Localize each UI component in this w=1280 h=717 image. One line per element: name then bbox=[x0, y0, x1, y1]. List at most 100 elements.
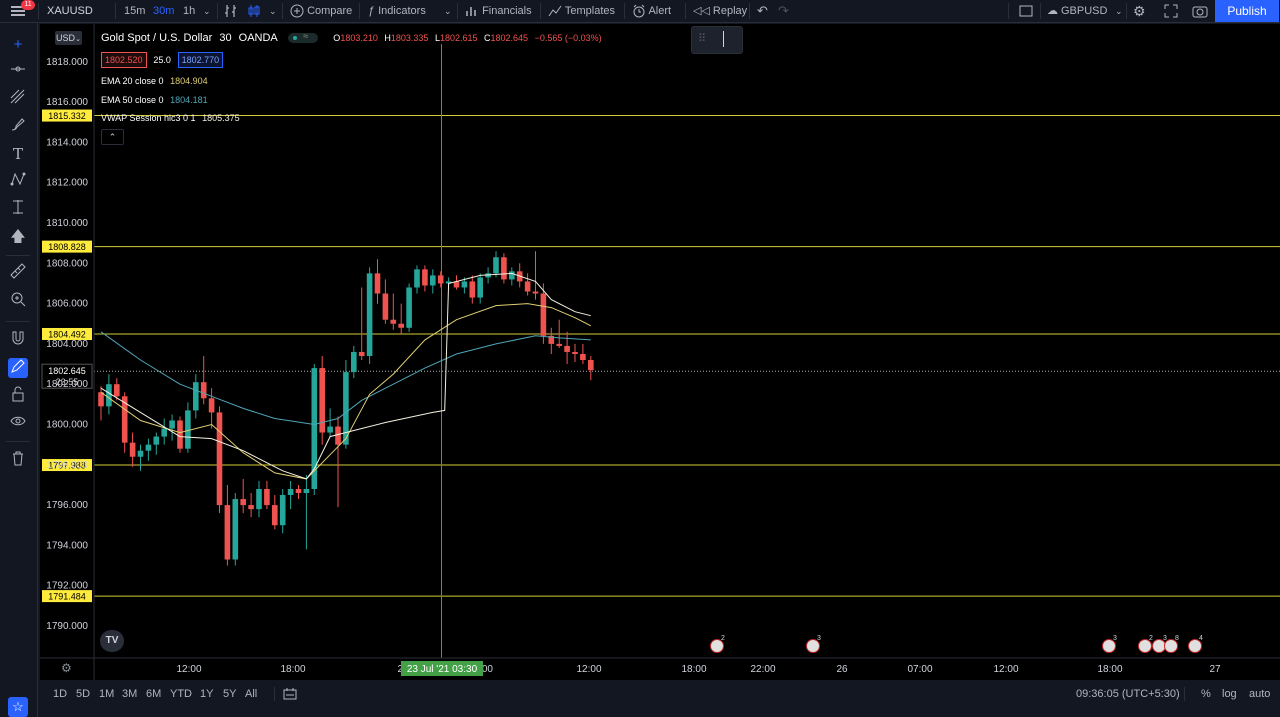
range-3m[interactable]: 3M bbox=[122, 688, 138, 700]
range-ytd[interactable]: YTD bbox=[170, 688, 192, 700]
tv-logo-icon[interactable]: TV bbox=[100, 630, 124, 652]
compare-symbol-button[interactable]: ☁ GBPUSD bbox=[1047, 0, 1107, 22]
crosshair-icon[interactable]: + bbox=[13, 36, 23, 53]
candle-body bbox=[406, 287, 412, 328]
indicator-ema50[interactable]: EMA 50 close 0 1804.181 bbox=[101, 95, 208, 105]
templates-button[interactable]: Templates bbox=[548, 0, 615, 22]
stay-in-drawing-mode-icon[interactable] bbox=[8, 358, 28, 378]
indicator-ema20[interactable]: EMA 20 close 0 1804.904 bbox=[101, 76, 208, 86]
indicators-button[interactable]: ƒ Indicators bbox=[368, 0, 426, 22]
redo-icon[interactable]: ↷ bbox=[778, 3, 789, 18]
compare-symbol-dropdown-icon[interactable]: ⌄ bbox=[1115, 6, 1123, 16]
economic-event-icon[interactable]: 2 bbox=[710, 635, 725, 653]
economic-event-icon[interactable]: 3 bbox=[1102, 635, 1117, 653]
log-scale-toggle[interactable]: log bbox=[1222, 688, 1237, 700]
economic-event-icon[interactable]: 3 bbox=[806, 635, 821, 653]
bar-style-icon[interactable] bbox=[224, 0, 238, 22]
market-status-icon[interactable]: ≈ bbox=[288, 31, 319, 44]
range-1d[interactable]: 1D bbox=[53, 688, 68, 700]
range-1m[interactable]: 1M bbox=[99, 688, 115, 700]
candle-body bbox=[303, 488, 310, 494]
interval-1h[interactable]: 1h bbox=[183, 5, 196, 17]
magnet-icon[interactable] bbox=[8, 330, 28, 350]
price-tick-label: 1792.000 bbox=[46, 581, 88, 592]
compare-button[interactable]: Compare bbox=[290, 0, 352, 22]
event-count: 3 bbox=[1163, 635, 1167, 642]
range-5y[interactable]: 5Y bbox=[223, 688, 237, 700]
vertical-line-icon[interactable] bbox=[723, 31, 724, 47]
level-price-tag bbox=[42, 327, 92, 340]
financials-button[interactable]: Financials bbox=[465, 0, 532, 22]
chart-style-dropdown-icon[interactable]: ⌄ bbox=[269, 6, 277, 16]
ruler-icon[interactable] bbox=[8, 263, 28, 283]
indicator-vwap[interactable]: VWAP Session hlc3 0 1 1805.375 bbox=[101, 113, 240, 123]
measure-icon[interactable] bbox=[8, 199, 28, 219]
candle-body bbox=[311, 368, 318, 489]
camera-icon[interactable] bbox=[1192, 0, 1208, 22]
symbol-search[interactable]: XAUUSD bbox=[47, 5, 93, 17]
menu-icon[interactable]: 11 bbox=[0, 0, 38, 22]
economic-event-icon[interactable]: 8 bbox=[1164, 635, 1179, 653]
level-price-tag bbox=[42, 590, 92, 603]
price-tick-label: 1794.000 bbox=[46, 540, 88, 551]
economic-event-icon[interactable]: 2 bbox=[1138, 635, 1153, 653]
candle-body bbox=[256, 488, 262, 510]
horizontal-line-icon[interactable] bbox=[8, 61, 28, 81]
pattern-icon[interactable] bbox=[8, 171, 28, 191]
collapse-legend-icon[interactable]: ⌃ bbox=[101, 129, 124, 145]
auto-scale-toggle[interactable]: auto bbox=[1249, 688, 1271, 700]
crosshair-time-label: 23 Jul '21 03:30 bbox=[407, 664, 478, 675]
sell-price-button[interactable]: 1802.520 bbox=[101, 52, 147, 68]
candle-body bbox=[106, 384, 112, 407]
range-1y[interactable]: 1Y bbox=[200, 688, 214, 700]
brush-icon[interactable] bbox=[8, 116, 28, 136]
date-range-icon[interactable] bbox=[283, 683, 297, 705]
interval-15m[interactable]: 15m bbox=[124, 5, 146, 17]
indicators-dropdown-icon[interactable]: ⌄ bbox=[444, 6, 452, 16]
range-5d[interactable]: 5D bbox=[76, 688, 91, 700]
clock-timezone[interactable]: 09:36:05 (UTC+5:30) bbox=[1076, 688, 1180, 700]
price-chart[interactable]: 1815.332 1808.828 1804.492 1797.988 1791.484… bbox=[40, 24, 1280, 680]
drag-handle-icon[interactable]: ⠿ bbox=[698, 33, 707, 45]
trash-icon[interactable] bbox=[8, 450, 28, 470]
percent-scale-toggle[interactable]: % bbox=[1201, 688, 1211, 700]
layout-icon[interactable] bbox=[1019, 0, 1033, 22]
candle-body bbox=[390, 319, 397, 324]
candle-body bbox=[540, 293, 547, 336]
publish-button[interactable]: Publish bbox=[1215, 0, 1279, 22]
candle-body bbox=[493, 257, 499, 274]
text-icon[interactable]: T bbox=[12, 145, 23, 163]
level-price-tag bbox=[42, 109, 92, 122]
lock-icon[interactable] bbox=[8, 386, 28, 406]
undo-icon[interactable]: ↶ bbox=[757, 3, 768, 18]
candle-body bbox=[414, 269, 420, 288]
candle-style-icon[interactable] bbox=[247, 0, 261, 22]
gear-icon[interactable]: ⚙ bbox=[1133, 3, 1146, 19]
eye-icon[interactable] bbox=[8, 413, 28, 433]
currency-button[interactable]: USD⌄ bbox=[55, 31, 82, 45]
fib-icon[interactable] bbox=[8, 89, 28, 109]
level-price-label: 1791.484 bbox=[48, 592, 86, 602]
range-6m[interactable]: 6M bbox=[146, 688, 162, 700]
zoom-icon[interactable] bbox=[8, 291, 28, 311]
event-count: 4 bbox=[1199, 635, 1203, 642]
interval-dropdown-icon[interactable]: ⌄ bbox=[203, 6, 211, 16]
star-icon[interactable]: ☆ bbox=[8, 697, 28, 717]
arrow-up-icon[interactable]: 🡅 bbox=[10, 228, 26, 245]
buy-price-button[interactable]: 1802.770 bbox=[177, 52, 224, 68]
candle-body bbox=[200, 382, 207, 399]
level-price-tag bbox=[42, 240, 92, 253]
economic-event-icon[interactable]: 4 bbox=[1188, 635, 1203, 653]
fullscreen-icon[interactable] bbox=[1164, 0, 1178, 22]
range-all[interactable]: All bbox=[245, 688, 258, 700]
floating-drawing-toolbar[interactable]: ⠿ bbox=[691, 26, 743, 54]
interval-30m[interactable]: 30m bbox=[153, 5, 175, 17]
chart-area[interactable]: 1815.332 1808.828 1804.492 1797.988 1791.484… bbox=[40, 24, 1280, 680]
time-tick-label: 12:00 bbox=[176, 664, 201, 675]
scale-settings-gear-icon[interactable]: ⚙ bbox=[61, 661, 72, 675]
time-tick-label: 12:00 bbox=[576, 664, 601, 675]
alert-button[interactable]: Alert bbox=[632, 0, 671, 22]
price-tick-label: 1818.000 bbox=[46, 57, 88, 68]
replay-button[interactable]: ◁◁ Replay bbox=[693, 0, 747, 22]
candle-body bbox=[319, 368, 325, 433]
